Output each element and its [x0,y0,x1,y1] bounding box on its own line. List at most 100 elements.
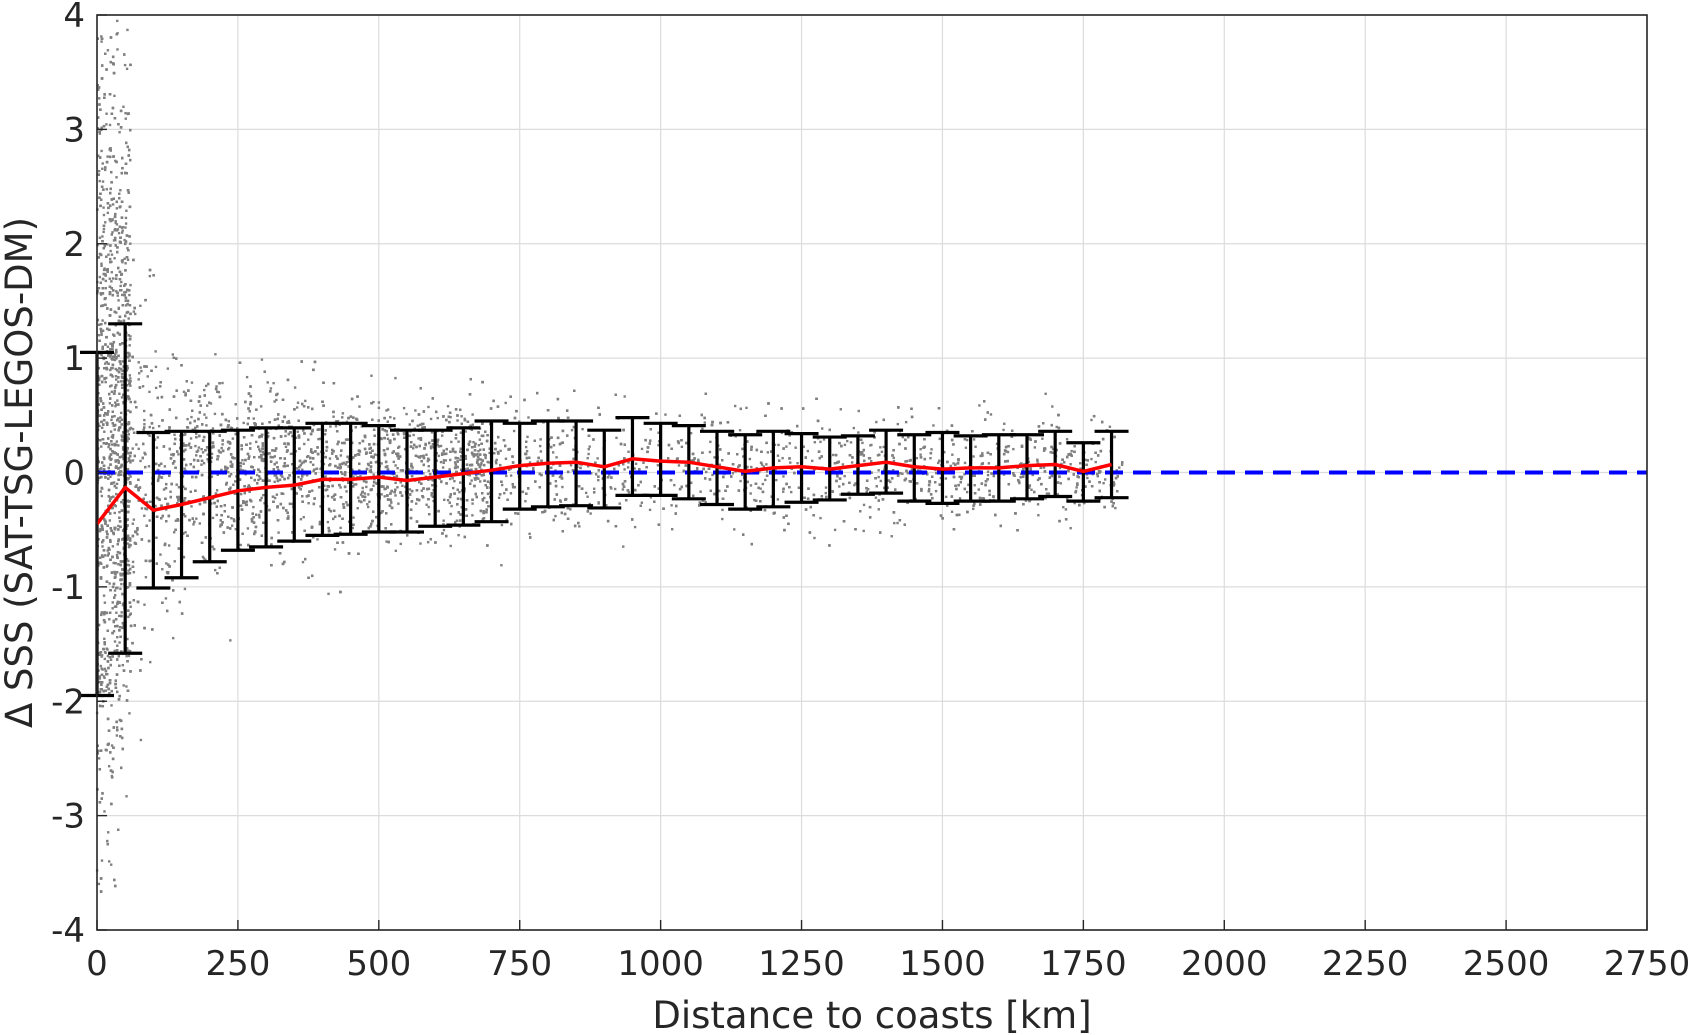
scatter-point [504,457,508,460]
scatter-point [916,469,920,472]
scatter-point [877,508,880,511]
scatter-point [951,453,954,456]
scatter-point [426,459,430,463]
scatter-point [420,489,424,492]
scatter-point [811,459,814,463]
scatter-point [291,502,294,506]
scatter-point [478,458,481,461]
scatter-point [142,409,146,413]
scatter-point [1060,462,1063,466]
scatter-point [128,649,132,653]
scatter-point [261,444,264,448]
scatter-point [100,333,103,337]
scatter-point [127,409,130,412]
scatter-point [414,409,417,412]
scatter-point [430,494,433,497]
scatter-point [131,447,134,450]
scatter-point [790,490,793,494]
scatter-point [365,485,368,489]
scatter-point [111,601,114,604]
scatter-point [107,253,110,256]
scatter-point [1062,506,1065,509]
scatter-point [255,473,259,477]
scatter-point [586,456,589,460]
scatter-point [587,447,590,451]
scatter-point [106,654,110,658]
scatter-point [260,358,264,361]
scatter-point [120,293,124,297]
scatter-point [950,510,954,513]
scatter-point [103,676,106,680]
scatter-point [260,496,263,500]
scatter-point [120,396,124,399]
scatter-point [471,423,475,426]
scatter-point [479,458,483,461]
scatter-point [143,514,146,518]
scatter-point [113,649,116,653]
scatter-point [932,424,935,427]
scatter-point [901,472,904,476]
scatter-point [334,425,338,428]
scatter-point [200,463,203,466]
scatter-point [231,463,234,466]
scatter-point [456,419,459,422]
scatter-point [972,438,976,441]
scatter-point [108,402,112,405]
scatter-point [258,470,262,473]
scatter-point [126,440,129,443]
scatter-point [204,384,208,388]
scatter-point [351,481,354,484]
scatter-point [425,503,428,506]
scatter-point [106,49,110,52]
scatter-point [380,493,383,496]
scatter-point [107,831,110,834]
scatter-point [115,482,119,486]
scatter-point [273,480,276,484]
scatter-point [115,492,118,496]
scatter-point [704,500,707,504]
scatter-point [103,430,106,433]
scatter-point [478,472,481,476]
scatter-point [833,528,837,532]
scatter-point [919,447,922,451]
scatter-point [705,470,708,474]
scatter-point [101,792,104,795]
scatter-point [332,494,335,498]
scatter-point [98,132,102,135]
scatter-point [171,353,175,356]
scatter-point [806,449,810,453]
scatter-point [122,105,125,108]
scatter-point [120,372,124,376]
scatter-point [131,427,135,431]
scatter-point [109,257,112,261]
scatter-point [214,353,217,356]
scatter-point [500,483,504,487]
scatter-point [154,350,157,353]
scatter-point [103,637,106,640]
scatter-point [327,592,330,596]
scatter-point [649,496,653,499]
scatter-point [587,452,590,456]
scatter-point [448,477,452,481]
scatter-point [319,505,322,508]
scatter-point [100,494,104,498]
scatter-point [880,450,884,454]
scatter-point [965,438,969,442]
scatter-point [162,488,166,491]
scatter-point [458,490,461,494]
scatter-point [110,280,113,283]
scatter-point [473,477,476,480]
scatter-point [656,464,660,467]
scatter-point [295,406,299,409]
scatter-point [105,376,108,380]
scatter-point [749,484,753,487]
scatter-point [120,226,124,229]
scatter-point [839,408,843,411]
scatter-point [106,345,110,349]
scatter-point [236,427,239,430]
scatter-point [621,488,625,491]
scatter-point [558,475,562,479]
scatter-point [289,452,293,456]
scatter-point [107,445,110,449]
scatter-point [152,426,155,430]
